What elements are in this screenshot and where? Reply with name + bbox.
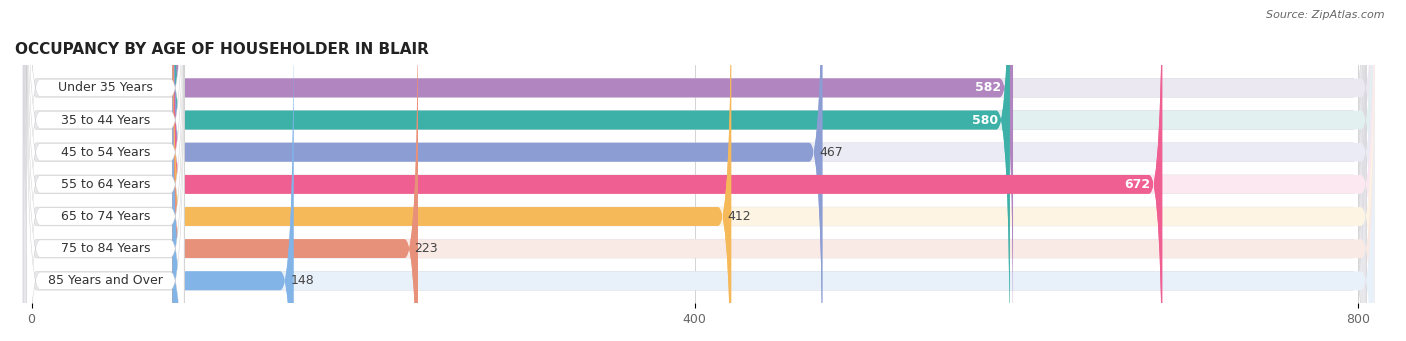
FancyBboxPatch shape [24, 0, 1367, 341]
FancyBboxPatch shape [173, 0, 1375, 336]
FancyBboxPatch shape [173, 33, 294, 341]
FancyBboxPatch shape [173, 0, 1163, 341]
Text: 148: 148 [290, 274, 314, 287]
Text: 35 to 44 Years: 35 to 44 Years [60, 114, 150, 127]
FancyBboxPatch shape [173, 0, 1375, 341]
FancyBboxPatch shape [173, 33, 294, 341]
FancyBboxPatch shape [173, 1, 418, 341]
FancyBboxPatch shape [173, 1, 1375, 341]
FancyBboxPatch shape [173, 0, 1012, 336]
FancyBboxPatch shape [27, 0, 184, 341]
FancyBboxPatch shape [173, 0, 1375, 341]
Text: OCCUPANCY BY AGE OF HOUSEHOLDER IN BLAIR: OCCUPANCY BY AGE OF HOUSEHOLDER IN BLAIR [15, 42, 429, 57]
Text: 582: 582 [976, 81, 1001, 94]
Text: 45 to 54 Years: 45 to 54 Years [60, 146, 150, 159]
FancyBboxPatch shape [173, 0, 1010, 341]
FancyBboxPatch shape [27, 0, 184, 341]
FancyBboxPatch shape [173, 0, 1163, 341]
FancyBboxPatch shape [27, 0, 184, 341]
FancyBboxPatch shape [24, 0, 1367, 341]
Text: 467: 467 [820, 146, 842, 159]
Text: 75 to 84 Years: 75 to 84 Years [60, 242, 150, 255]
FancyBboxPatch shape [24, 1, 1367, 341]
FancyBboxPatch shape [173, 0, 1012, 336]
FancyBboxPatch shape [24, 33, 1367, 341]
FancyBboxPatch shape [173, 0, 731, 341]
FancyBboxPatch shape [24, 0, 1367, 336]
FancyBboxPatch shape [27, 32, 184, 341]
FancyBboxPatch shape [27, 0, 184, 341]
FancyBboxPatch shape [27, 0, 184, 341]
FancyBboxPatch shape [173, 0, 731, 341]
Text: 223: 223 [415, 242, 439, 255]
Text: 85 Years and Over: 85 Years and Over [48, 274, 163, 287]
Text: Source: ZipAtlas.com: Source: ZipAtlas.com [1267, 10, 1385, 20]
Text: 55 to 64 Years: 55 to 64 Years [60, 178, 150, 191]
FancyBboxPatch shape [24, 0, 1367, 341]
FancyBboxPatch shape [173, 0, 1375, 341]
Text: 65 to 74 Years: 65 to 74 Years [60, 210, 150, 223]
FancyBboxPatch shape [27, 0, 184, 336]
Text: 412: 412 [728, 210, 751, 223]
FancyBboxPatch shape [173, 1, 418, 341]
FancyBboxPatch shape [173, 0, 823, 341]
FancyBboxPatch shape [173, 0, 1375, 341]
FancyBboxPatch shape [173, 33, 1375, 341]
FancyBboxPatch shape [173, 0, 823, 341]
FancyBboxPatch shape [24, 0, 1367, 341]
Text: 672: 672 [1125, 178, 1150, 191]
Text: Under 35 Years: Under 35 Years [58, 81, 153, 94]
FancyBboxPatch shape [173, 0, 1010, 341]
Text: 580: 580 [972, 114, 998, 127]
